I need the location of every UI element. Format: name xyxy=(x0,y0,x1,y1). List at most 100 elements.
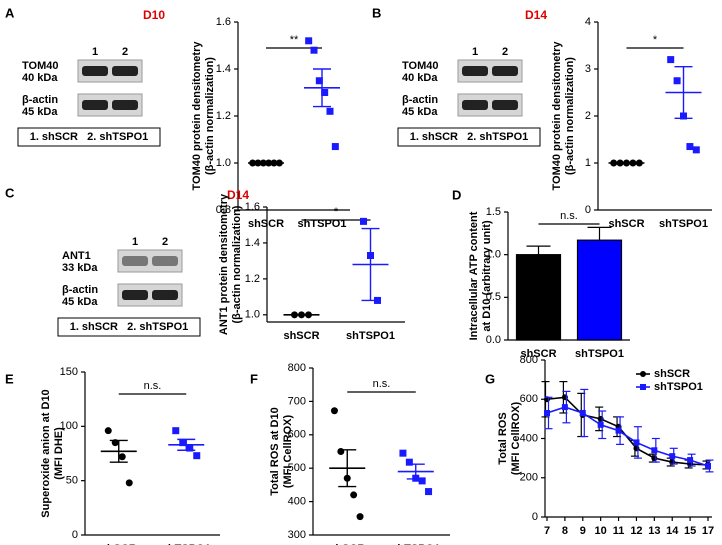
point xyxy=(104,427,112,435)
y-tick-label: 1.2 xyxy=(245,273,260,285)
lane-label: 1 xyxy=(472,46,478,58)
y-tick-label: 500 xyxy=(288,462,306,474)
blot-key: 1. shSCR 2. shTSPO1 xyxy=(30,131,149,143)
blot-band xyxy=(112,66,138,76)
blot-membrane xyxy=(77,59,143,83)
point xyxy=(321,89,329,96)
y-tick-label: 400 xyxy=(520,432,538,444)
blot-band xyxy=(462,66,488,76)
panel-label: A xyxy=(5,5,15,20)
point xyxy=(640,384,646,390)
blot-row-label: β-actin xyxy=(22,94,58,106)
x-tick-label: shTSPO1 xyxy=(346,330,395,342)
significance-label: n.s. xyxy=(144,380,162,392)
x-tick-label: 12 xyxy=(630,525,642,537)
y-axis-label: Superoxide anion at D10 xyxy=(40,389,52,517)
significance-label: * xyxy=(334,206,339,218)
x-tick-label: 14 xyxy=(666,525,679,537)
y-axis-label: (MFI DHE) xyxy=(53,427,65,480)
y-tick-label: 1.0 xyxy=(245,309,260,321)
blot-row-label: TOM40 xyxy=(22,60,58,72)
x-tick-label: shSCR xyxy=(248,218,284,230)
x-tick-label: shTSPO1 xyxy=(575,348,624,360)
x-tick-label: shTSPO1 xyxy=(162,543,211,545)
x-tick-label: 8 xyxy=(562,525,568,537)
point xyxy=(692,146,700,154)
y-axis-label: TOM40 protein densitometry xyxy=(191,41,203,191)
point xyxy=(193,452,201,460)
blot-band xyxy=(492,66,518,76)
point xyxy=(125,479,133,487)
point xyxy=(330,407,338,415)
blot-row-label: 45 kDa xyxy=(402,106,438,118)
blot-key: 1. shSCR 2. shTSPO1 xyxy=(70,321,189,333)
point xyxy=(633,439,640,446)
point xyxy=(687,457,694,464)
x-tick-label: 13 xyxy=(648,525,660,537)
blot-row-label: β-actin xyxy=(402,94,438,106)
point xyxy=(544,409,550,416)
lane-label: 1 xyxy=(132,236,138,248)
significance-label: ** xyxy=(290,34,299,46)
panel-title: D14 xyxy=(525,8,547,22)
panel-label: E xyxy=(5,371,14,386)
panel-label: G xyxy=(485,371,495,386)
point xyxy=(561,404,568,411)
point xyxy=(667,56,675,64)
bar xyxy=(515,254,562,341)
y-tick-label: 0 xyxy=(585,204,591,216)
point xyxy=(686,143,694,151)
blot-row-label: TOM40 xyxy=(402,60,438,72)
y-tick-label: 400 xyxy=(288,496,306,508)
significance-label: n.s. xyxy=(373,378,391,390)
series-line xyxy=(546,406,709,467)
point xyxy=(186,444,194,452)
blot-band xyxy=(82,66,108,76)
lane-label: 1 xyxy=(92,46,98,58)
blot-row-label: 45 kDa xyxy=(22,106,58,118)
blot-band xyxy=(122,256,148,266)
y-tick-label: 150 xyxy=(60,366,78,378)
x-tick-label: 7 xyxy=(544,525,550,537)
y-tick-label: 0 xyxy=(532,511,538,523)
y-axis-label: at D10 (arbitrary unit) xyxy=(481,220,493,332)
y-tick-label: 1.2 xyxy=(216,110,231,122)
y-axis-label: ANT1 protein densitometry xyxy=(218,193,230,335)
y-tick-label: 1.0 xyxy=(486,249,501,261)
point xyxy=(360,217,367,225)
blot-key-box xyxy=(57,317,201,337)
x-tick-label: shSCR xyxy=(101,543,137,545)
lane-label: 2 xyxy=(122,46,128,58)
point xyxy=(310,46,318,54)
y-tick-label: 1.6 xyxy=(245,201,260,213)
blot-row-label: ANT1 xyxy=(62,250,91,262)
y-tick-label: 3 xyxy=(585,63,591,75)
y-tick-label: 0.8 xyxy=(216,204,231,216)
blot-membrane xyxy=(77,93,143,117)
significance-label: * xyxy=(653,34,658,46)
y-tick-label: 4 xyxy=(585,16,591,28)
blot-key: 1. shSCR 2. shTSPO1 xyxy=(410,131,529,143)
point xyxy=(640,371,646,377)
point xyxy=(172,427,180,435)
series-line xyxy=(546,396,709,466)
x-tick-label: shSCR xyxy=(608,218,644,230)
panel-label: D xyxy=(452,187,461,202)
panel-title: D10 xyxy=(143,8,165,22)
y-axis-label: (β-actin normalization) xyxy=(204,57,216,175)
lane-label: 2 xyxy=(162,236,168,248)
y-tick-label: 800 xyxy=(520,354,538,366)
point xyxy=(673,77,681,85)
point xyxy=(118,453,126,461)
y-axis-label: Total ROS at D10 xyxy=(269,407,281,495)
point xyxy=(405,458,413,466)
bar xyxy=(576,239,623,341)
blot-key-box xyxy=(17,127,161,147)
y-tick-label: 1.6 xyxy=(216,16,231,28)
y-tick-label: 1 xyxy=(585,157,591,169)
x-tick-label: shSCR xyxy=(283,330,319,342)
blot-band xyxy=(462,100,488,110)
x-tick-label: shTSPO1 xyxy=(391,543,440,545)
blot-band xyxy=(82,100,108,110)
blot-band xyxy=(152,290,178,300)
